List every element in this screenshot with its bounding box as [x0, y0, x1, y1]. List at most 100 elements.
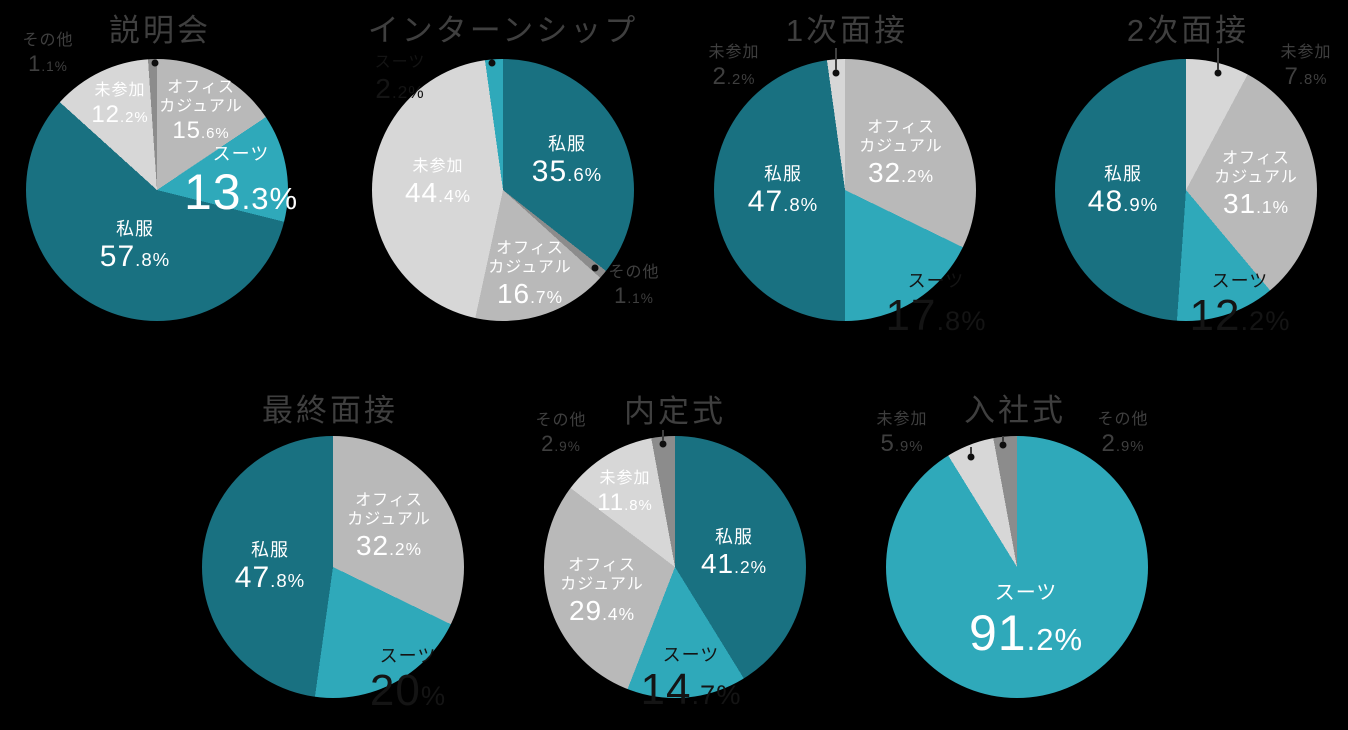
segment-label: オフィス カジュアル 29.4%: [560, 557, 643, 625]
segment-value: 17.8%: [886, 293, 987, 339]
segment-name: 私服: [763, 164, 802, 184]
value-integer-part: 2: [712, 62, 727, 90]
segment-name: 未参加: [599, 470, 651, 487]
segment-label: 私服 48.9%: [1088, 164, 1158, 218]
segment-name: その他: [608, 264, 660, 281]
segment-value: 44.4%: [405, 178, 471, 207]
value-decimal-part: %: [420, 680, 447, 712]
segment-name: オフィス: [568, 557, 636, 574]
value-integer-part: 47: [747, 185, 784, 219]
segment-value: 57.8%: [100, 241, 170, 273]
value-decimal-part: .8%: [135, 249, 171, 271]
pie: [26, 59, 288, 321]
value-decimal-part: .2%: [734, 557, 768, 578]
segment-value: 32.2%: [347, 531, 430, 560]
segment-label: スーツ 91.2%: [969, 582, 1083, 659]
value-integer-part: 15: [172, 116, 202, 144]
value-integer-part: 32: [355, 529, 390, 561]
segment-value: 29.4%: [560, 596, 643, 625]
value-integer-part: 2: [1101, 429, 1116, 457]
segment-value: 31.1%: [1214, 189, 1297, 218]
pie: [1055, 59, 1317, 321]
segment-name: カジュアル: [488, 258, 572, 276]
segment-value: 12.2%: [1190, 293, 1291, 339]
chart-title: 最終面接: [262, 393, 398, 428]
chart-title: 説明会: [109, 13, 211, 48]
chart-title: 内定式: [624, 394, 726, 429]
value-decimal-part: .1%: [41, 58, 68, 74]
segment-name: スーツ: [379, 646, 437, 666]
value-integer-part: 1: [614, 282, 628, 308]
segment-label: 未参加 2.2%: [708, 44, 759, 89]
segment-value: 35.6%: [532, 156, 602, 188]
segment-label: 未参加 5.9%: [876, 411, 927, 456]
segment-value: 15.6%: [159, 118, 242, 143]
leader-dot: [488, 59, 496, 67]
segment-label: スーツ 13.3%: [184, 144, 298, 219]
segment-name: スーツ: [662, 645, 720, 665]
segment-label: 未参加 11.8%: [597, 470, 653, 515]
pie: [544, 436, 806, 698]
chart-title: 1次面接: [785, 13, 909, 48]
segment-label: スーツ 12.2%: [1190, 271, 1291, 339]
segment-name: 私服: [714, 527, 753, 547]
leader-line: [1002, 436, 1004, 442]
value-decimal-part: .8%: [936, 305, 987, 337]
segment-name: スーツ: [994, 582, 1058, 604]
segment-name: オフィス: [1222, 150, 1290, 167]
segment-label: スーツ 17.8%: [886, 271, 987, 339]
value-integer-part: 31: [1222, 187, 1257, 219]
value-decimal-part: .9%: [1115, 438, 1145, 455]
value-decimal-part: .1%: [627, 290, 654, 306]
segment-label: その他 1.1%: [608, 264, 659, 307]
segment-name: その他: [22, 32, 74, 49]
value-integer-part: 44: [404, 176, 439, 208]
segment-value: 2.2%: [708, 64, 759, 89]
segment-label: その他 2.9%: [1097, 411, 1148, 456]
segment-name: 未参加: [412, 158, 464, 175]
pie: [714, 59, 976, 321]
segment-label: 私服 35.6%: [532, 134, 602, 188]
segment-value: 2.9%: [1097, 431, 1148, 456]
segment-value: 2.2%: [375, 74, 426, 103]
value-decimal-part: .7%: [530, 286, 564, 307]
value-decimal-part: .4%: [602, 603, 636, 624]
segment-name: オフィス: [496, 240, 564, 257]
segment-value: 5.9%: [876, 431, 927, 456]
segment-name: 私服: [115, 219, 154, 239]
segment-label: 私服 47.8%: [748, 164, 818, 218]
segment-name: オフィス: [867, 119, 935, 136]
value-decimal-part: .4%: [438, 185, 472, 206]
value-decimal-part: .6%: [201, 125, 230, 142]
leader-line: [662, 430, 664, 441]
segment-value: 14.7%: [641, 667, 742, 713]
value-decimal-part: .2%: [901, 165, 935, 186]
value-decimal-part: .2%: [1240, 305, 1291, 337]
segment-value: 2.9%: [535, 432, 586, 455]
value-integer-part: 12: [1189, 291, 1241, 341]
value-integer-part: 29: [568, 594, 603, 626]
segment-name: スーツ: [907, 271, 965, 291]
segment-name: 私服: [547, 134, 586, 154]
segment-label: その他 2.9%: [535, 412, 586, 455]
value-decimal-part: .2%: [120, 109, 149, 126]
value-integer-part: 13: [183, 164, 242, 221]
value-integer-part: 16: [496, 277, 531, 309]
segment-value: 1.1%: [608, 284, 659, 307]
segment-label: オフィス カジュアル 15.6%: [159, 79, 242, 143]
value-decimal-part: .8%: [270, 570, 306, 592]
pie: [202, 436, 464, 698]
value-integer-part: 32: [867, 156, 902, 188]
segment-value: 32.2%: [859, 158, 942, 187]
value-integer-part: 2: [541, 430, 555, 456]
value-decimal-part: .3%: [241, 181, 299, 217]
segment-value: 47.8%: [748, 186, 818, 218]
segment-label: 未参加 44.4%: [405, 158, 471, 207]
value-integer-part: 35: [531, 155, 568, 189]
segment-name: 未参加: [708, 44, 760, 61]
segment-label: 私服 57.8%: [100, 219, 170, 273]
